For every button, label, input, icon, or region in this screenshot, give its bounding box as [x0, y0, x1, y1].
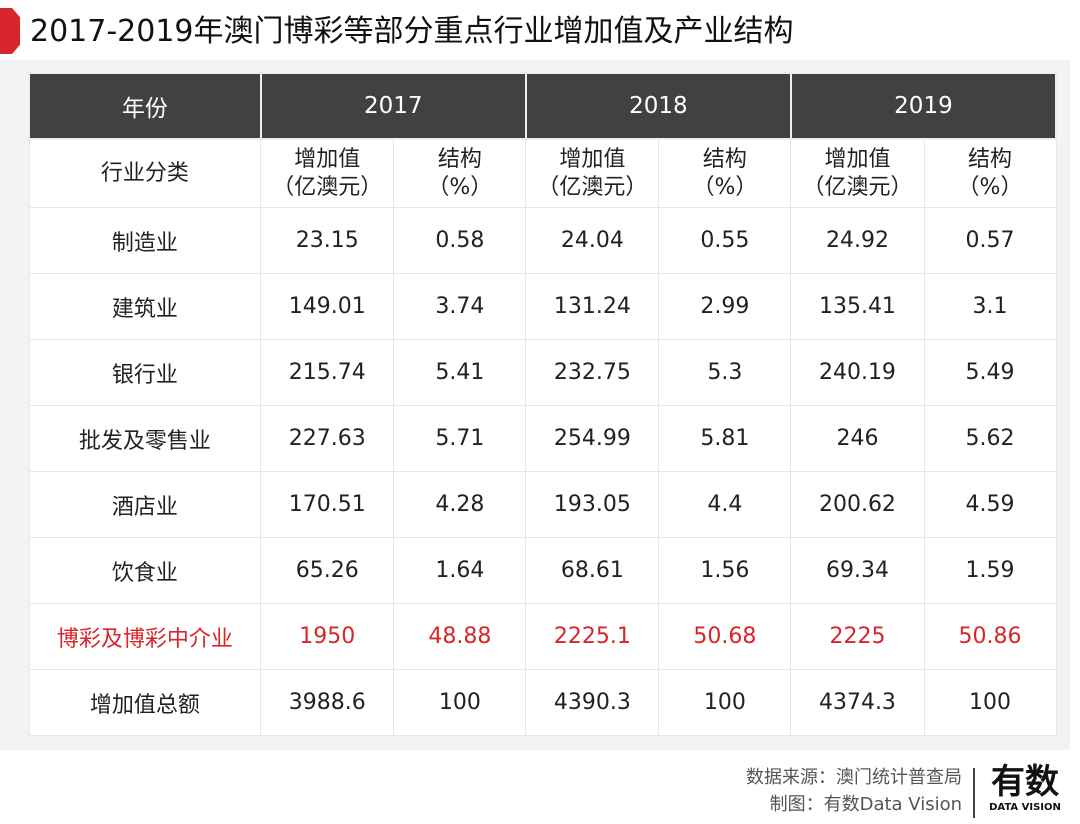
table-row: 制造业 23.15 0.58 24.04 0.55 24.92 0.57	[28, 207, 1057, 274]
share-cell: 3.1	[923, 273, 1057, 340]
row-category: 建筑业	[28, 273, 262, 340]
footer-divider	[973, 768, 975, 818]
share-cell: 50.68	[658, 603, 792, 670]
footer: 数据来源：澳门统计普查局 制图：有数Data Vision	[746, 764, 962, 818]
share-cell: 5.41	[393, 339, 527, 406]
row-category: 酒店业	[28, 471, 262, 538]
share-cell: 5.71	[393, 405, 527, 472]
share-unit: （%）	[427, 174, 493, 200]
share-cell: 5.3	[658, 339, 792, 406]
share-cell: 100	[658, 669, 792, 736]
header-year: 2017	[259, 72, 527, 140]
header-year: 2018	[524, 72, 792, 140]
value-cell: 69.34	[790, 537, 925, 604]
logo-subtext: DATA VISION	[989, 802, 1061, 813]
subheader-share: 结构 （%）	[658, 138, 792, 208]
value-cell: 2225	[790, 603, 925, 670]
subheader-share: 结构 （%）	[923, 138, 1057, 208]
share-cell: 100	[923, 669, 1057, 736]
subheader-value: 增加值 （亿澳元）	[790, 138, 925, 208]
header-row: 年份 2017 2018 2019	[28, 72, 1058, 140]
logo-text: 有数	[991, 762, 1059, 802]
value-cell: 131.24	[525, 273, 660, 340]
row-category: 博彩及博彩中介业	[28, 603, 262, 670]
subheader-row: 行业分类 增加值 （亿澳元） 结构 （%） 增加值 （亿澳元） 结构 （%） 增加值 （亿澳元）结…	[28, 138, 1057, 208]
data-table: 年份 2017 2018 2019 行业分类 增加值 （亿澳元） 结构 （%） 增加值（…	[28, 72, 1058, 736]
share-cell: 3.74	[393, 273, 527, 340]
share-cell: 1.59	[923, 537, 1057, 604]
value-cell: 227.63	[260, 405, 395, 472]
header-year: 2019	[789, 72, 1058, 140]
subheader-category: 行业分类	[28, 138, 262, 208]
share-label: 结构	[437, 146, 482, 172]
subheader-value: 增加值 （亿澳元）	[260, 138, 395, 208]
table-row: 批发及零售业 227.63 5.71 254.99 5.81 246 5.62	[28, 405, 1057, 472]
share-unit: （%）	[692, 174, 758, 200]
subheader-share: 结构 （%）	[393, 138, 527, 208]
value-cell: 68.61	[525, 537, 660, 604]
row-category: 批发及零售业	[28, 405, 262, 472]
value-cell: 23.15	[260, 207, 395, 274]
row-category: 银行业	[28, 339, 262, 406]
table-row: 酒店业 170.51 4.28 193.05 4.4 200.62 4.59	[28, 471, 1057, 538]
value-cell: 24.04	[525, 207, 660, 274]
value-cell: 246	[790, 405, 925, 472]
share-cell: 4.59	[923, 471, 1057, 538]
share-cell: 4.28	[393, 471, 527, 538]
share-cell: 0.57	[923, 207, 1057, 274]
share-cell: 100	[393, 669, 527, 736]
value-cell: 240.19	[790, 339, 925, 406]
value-cell: 200.62	[790, 471, 925, 538]
table-row: 建筑业 149.01 3.74 131.24 2.99 135.41 3.1	[28, 273, 1057, 340]
row-category: 饮食业	[28, 537, 262, 604]
value-cell: 24.92	[790, 207, 925, 274]
source-text: 数据来源：澳门统计普查局	[746, 767, 962, 788]
credit-text: 制图：有数Data Vision	[769, 794, 962, 815]
table-row: 增加值总额 3988.6 100 4390.3 100 4374.3 100	[28, 669, 1057, 736]
share-cell: 48.88	[393, 603, 527, 670]
table-row: 饮食业 65.26 1.64 68.61 1.56 69.34 1.59	[28, 537, 1057, 604]
value-cell: 65.26	[260, 537, 395, 604]
value-cell: 215.74	[260, 339, 395, 406]
value-unit: （亿澳元）	[537, 174, 648, 200]
share-cell: 1.64	[393, 537, 527, 604]
table-row: 银行业 215.74 5.41 232.75 5.3 240.19 5.49	[28, 339, 1057, 406]
value-cell: 4390.3	[525, 669, 660, 736]
row-category: 制造业	[28, 207, 262, 274]
value-cell: 149.01	[260, 273, 395, 340]
value-cell: 232.75	[525, 339, 660, 406]
value-unit: （亿澳元）	[272, 174, 383, 200]
value-cell: 3988.6	[260, 669, 395, 736]
share-cell: 0.55	[658, 207, 792, 274]
logo: 有数 DATA VISION	[985, 762, 1065, 813]
share-label: 结构	[968, 146, 1013, 172]
title-marker	[0, 8, 20, 54]
value-cell: 135.41	[790, 273, 925, 340]
share-cell: 1.56	[658, 537, 792, 604]
value-cell: 254.99	[525, 405, 660, 472]
share-cell: 5.62	[923, 405, 1057, 472]
share-cell: 5.49	[923, 339, 1057, 406]
value-cell: 4374.3	[790, 669, 925, 736]
page-title: 2017-2019年澳门博彩等部分重点行业增加值及产业结构	[30, 14, 794, 49]
share-unit: （%）	[957, 174, 1023, 200]
subheader-value: 增加值 （亿澳元）	[525, 138, 660, 208]
share-cell: 5.81	[658, 405, 792, 472]
value-cell: 2225.1	[525, 603, 660, 670]
value-unit: （亿澳元）	[802, 174, 913, 200]
value-cell: 170.51	[260, 471, 395, 538]
share-cell: 4.4	[658, 471, 792, 538]
share-cell: 2.99	[658, 273, 792, 340]
share-label: 结构	[702, 146, 747, 172]
share-cell: 50.86	[923, 603, 1057, 670]
table-row: 博彩及博彩中介业 1950 48.88 2225.1 50.68 2225 50.86	[28, 603, 1057, 670]
row-category: 增加值总额	[28, 669, 262, 736]
value-cell: 193.05	[525, 471, 660, 538]
value-label: 增加值	[559, 146, 626, 172]
value-label: 增加值	[294, 146, 361, 172]
value-cell: 1950	[260, 603, 395, 670]
value-label: 增加值	[824, 146, 891, 172]
share-cell: 0.58	[393, 207, 527, 274]
header-year-label: 年份	[28, 72, 262, 140]
